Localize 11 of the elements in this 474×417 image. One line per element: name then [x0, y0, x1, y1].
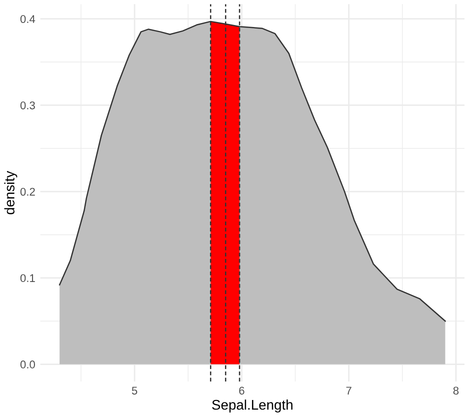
x-axis-title: Sepal.Length: [212, 400, 292, 412]
y-tick-label: 0.1: [20, 274, 35, 282]
y-tick-label: 0.0: [20, 360, 35, 368]
y-tick-label: 0.4: [20, 15, 36, 23]
x-tick-label: 8: [453, 386, 459, 395]
x-tick-label: 6: [239, 386, 244, 395]
y-tick-label: 0.3: [20, 101, 35, 110]
y-tick-label: 0.2: [20, 188, 35, 196]
x-tick-label: 7: [346, 386, 352, 394]
x-tick-label: 5: [132, 386, 138, 395]
y-axis-title: density: [4, 170, 18, 214]
